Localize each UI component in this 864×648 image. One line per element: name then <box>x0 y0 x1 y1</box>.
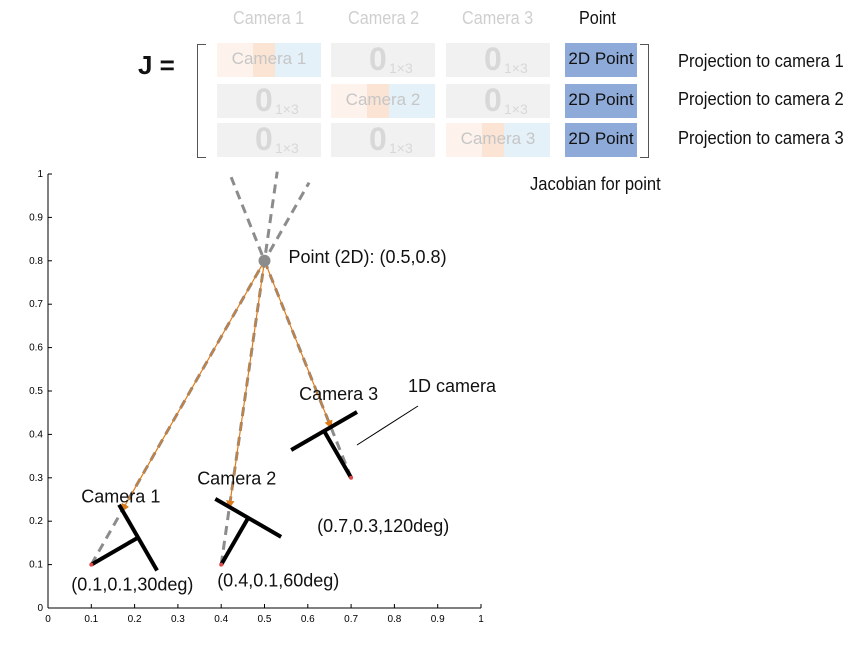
cell-r2-point: 2D Point <box>565 84 637 118</box>
camera-pose-label: (0.1,0.1,30deg) <box>71 575 193 595</box>
cell-r2-camera-2: Camera 2 <box>331 84 435 118</box>
camera-block-label: Camera 1 <box>231 49 307 68</box>
x-tick-label: 1 <box>478 614 484 625</box>
y-tick-label: 0.2 <box>29 516 43 527</box>
cell-r3-zero: 0 1×3 <box>217 123 321 157</box>
cell-r3-camera-3: Camera 3 <box>446 123 550 157</box>
y-tick-label: 0.6 <box>29 343 43 354</box>
camera-image-plane <box>214 497 283 539</box>
column-header-camera-2: Camera 2 <box>348 8 420 28</box>
cell-r1-zero: 0 1×3 <box>446 43 550 77</box>
projection-ray <box>263 260 333 429</box>
column-header-camera-3: Camera 3 <box>462 8 534 28</box>
row-label-2: Projection to camera 2 <box>678 89 844 109</box>
column-header-point: Point <box>579 8 616 28</box>
x-tick-label: 0 <box>45 614 51 625</box>
y-tick-label: 0 <box>37 603 43 614</box>
camera-centre-marker <box>219 562 224 567</box>
row-label-1: Projection to camera 1 <box>678 51 844 71</box>
projection-ray <box>226 260 266 509</box>
x-tick-label: 0.3 <box>171 614 185 625</box>
camera-centre-marker <box>89 562 94 567</box>
x-tick-label: 0.9 <box>431 614 445 625</box>
jacobian-symbol: J = <box>138 50 175 80</box>
cell-r3-point: 2D Point <box>565 123 637 157</box>
matrix-right-bracket <box>640 44 649 158</box>
y-tick-label: 0.7 <box>29 299 43 310</box>
column-header-camera-1: Camera 1 <box>233 8 305 28</box>
point-marker <box>258 254 271 267</box>
y-tick-label: 0.1 <box>29 560 43 571</box>
y-tick-label: 0.4 <box>29 429 43 440</box>
x-tick-label: 0.8 <box>387 614 401 625</box>
camera-centre-marker <box>349 475 354 480</box>
camera-block-label: Camera 3 <box>460 129 536 148</box>
y-tick-label: 0.8 <box>29 256 43 267</box>
row-label-3: Projection to camera 3 <box>678 128 844 148</box>
camera-stem <box>90 535 140 567</box>
y-tick-label: 1 <box>37 169 43 180</box>
camera-name-label: Camera 1 <box>81 487 160 507</box>
cell-r1-camera-1: Camera 1 <box>217 43 321 77</box>
camera-image-plane <box>117 503 159 572</box>
matrix-left-bracket <box>197 44 206 158</box>
camera-name-label: Camera 3 <box>299 384 378 404</box>
camera-image-plane <box>290 410 359 452</box>
cell-r1-zero: 0 1×3 <box>331 43 435 77</box>
x-tick-label: 0.4 <box>214 614 228 625</box>
x-tick-label: 0.6 <box>301 614 315 625</box>
x-tick-label: 0.1 <box>84 614 98 625</box>
point-label: Point (2D): (0.5,0.8) <box>289 247 447 267</box>
camera-pose-label: (0.4,0.1,60deg) <box>217 571 339 591</box>
camera-name-label: Camera 2 <box>197 469 276 489</box>
cell-r3-zero: 0 1×3 <box>331 123 435 157</box>
camera-stem <box>219 516 250 566</box>
annotation-leader-line <box>356 405 419 446</box>
camera-pose-label: (0.7,0.3,120deg) <box>317 516 449 536</box>
projection-ray <box>121 260 266 513</box>
camera-stem <box>322 430 353 479</box>
cell-r1-point: 2D Point <box>565 43 637 77</box>
x-tick-label: 0.5 <box>258 614 272 625</box>
annotation-1d-camera: 1D camera <box>408 376 497 396</box>
cell-r2-zero: 0 1×3 <box>446 84 550 118</box>
y-tick-label: 0.3 <box>29 473 43 484</box>
x-tick-label: 0.7 <box>344 614 358 625</box>
y-tick-label: 0.5 <box>29 386 43 397</box>
camera-block-label: Camera 2 <box>345 90 421 109</box>
cell-r2-zero: 0 1×3 <box>217 84 321 118</box>
back-projection-line <box>89 181 311 566</box>
jacobian-point-caption: Jacobian for point <box>530 174 661 194</box>
y-tick-label: 0.9 <box>29 212 43 223</box>
x-tick-label: 0.2 <box>128 614 142 625</box>
